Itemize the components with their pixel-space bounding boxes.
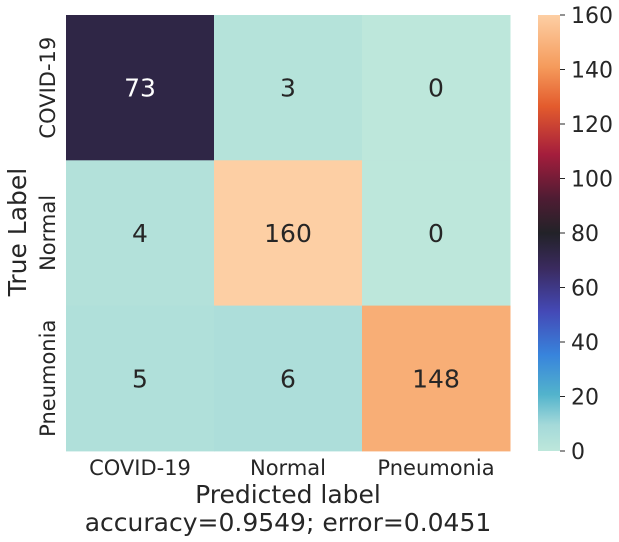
- heatmap-cell-r1-c0: [66, 160, 215, 307]
- x-tick-label: Pneumonia: [377, 456, 494, 480]
- heatmap-cell-r2-c1: [214, 305, 363, 452]
- x-tick-label: COVID-19: [89, 456, 191, 480]
- cell-value-r2-c0: 5: [132, 364, 148, 393]
- heatmap-cell-r0-c1: [214, 15, 363, 161]
- cell-value-r1-c2: 0: [428, 219, 444, 248]
- colorbar-tick-label: 140: [571, 59, 613, 84]
- colorbar: [538, 15, 560, 451]
- heatmap-cell-r0-c0: [66, 15, 215, 161]
- x-axis-label: Predicted label: [195, 480, 381, 509]
- colorbar-tick-label: 160: [571, 4, 613, 29]
- y-tick-label: Normal: [36, 195, 60, 271]
- heatmap-cell-labels: 73 3 0 4 160 0 5 6 148: [124, 74, 460, 394]
- cell-value-r0-c0: 73: [124, 74, 156, 103]
- x-tick-labels: COVID-19 Normal Pneumonia: [89, 456, 495, 480]
- y-tick-label: Pneumonia: [36, 320, 60, 437]
- cell-value-r0-c2: 0: [428, 74, 444, 103]
- colorbar-tick-label: 100: [571, 168, 613, 193]
- colorbar-tick-label: 60: [571, 277, 599, 302]
- heatmap-cell-r1-c1: [214, 160, 363, 307]
- colorbar-tick-label: 40: [571, 331, 599, 356]
- heatmap-cell-r2-c0: [66, 305, 215, 452]
- heatmap-cell-r2-c2: [362, 305, 511, 452]
- colorbar-tick-label: 0: [571, 440, 585, 465]
- cell-value-r0-c1: 3: [280, 74, 296, 103]
- heatmap-cell-r1-c2: [362, 160, 511, 307]
- cell-value-r2-c2: 148: [412, 364, 460, 393]
- colorbar-tick-label: 80: [571, 222, 599, 247]
- y-axis-label: True Label: [3, 168, 32, 298]
- x-tick-label: Normal: [250, 456, 326, 480]
- y-tick-labels: COVID-19 Normal Pneumonia: [36, 37, 60, 437]
- colorbar-tick-label: 120: [571, 113, 613, 138]
- colorbar-ticks: 0 20 40 60 80 100 120 140 160: [560, 4, 613, 465]
- heatmap-cell-r0-c2: [362, 15, 511, 161]
- heatmap-cells: [66, 15, 511, 452]
- colorbar-tick-label: 20: [571, 386, 599, 411]
- cell-value-r1-c0: 4: [132, 219, 148, 248]
- y-tick-label: COVID-19: [36, 37, 60, 139]
- cell-value-r2-c1: 6: [280, 364, 296, 393]
- cell-value-r1-c1: 160: [264, 219, 312, 248]
- footer-accuracy-text: accuracy=0.9549; error=0.0451: [85, 508, 492, 537]
